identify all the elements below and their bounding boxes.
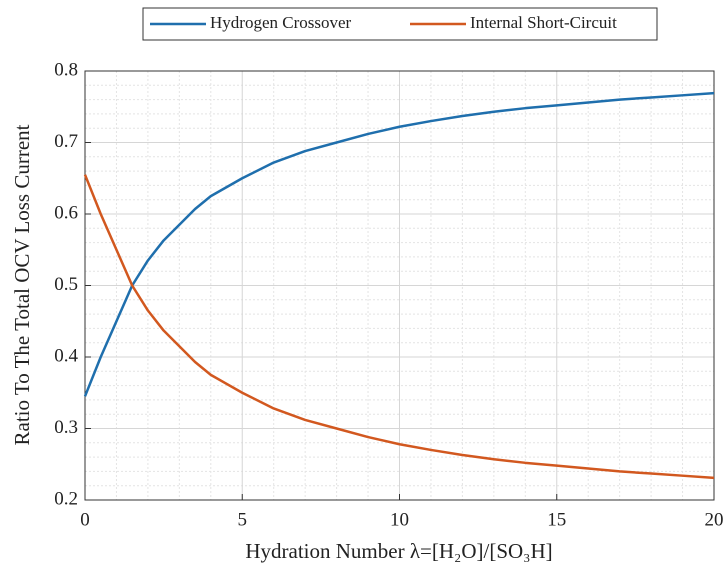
y-tick-label: 0.8 — [54, 59, 78, 80]
x-tick-label: 20 — [705, 509, 724, 530]
x-tick-label: 0 — [80, 509, 90, 530]
legend-label: Internal Short-Circuit — [470, 13, 617, 32]
y-tick-label: 0.5 — [54, 274, 78, 295]
legend-box — [142, 7, 658, 41]
y-tick-label: 0.6 — [54, 202, 78, 223]
x-tick-label: 15 — [547, 509, 566, 530]
y-tick-label: 0.4 — [54, 345, 78, 366]
x-axis-label: Hydration Number λ=[H₂O]/[SO₃H] — [245, 539, 552, 563]
line — [83, 174, 715, 480]
x-tick-label: 10 — [390, 509, 409, 530]
y-tick-label: 0.2 — [54, 488, 78, 509]
y-axis-label: Ratio To The Total OCV Loss Current — [10, 124, 34, 445]
y-tick-label: 0.3 — [54, 417, 78, 438]
x-tick-label: 5 — [238, 509, 248, 530]
line — [83, 91, 715, 397]
y-tick-label: 0.7 — [54, 131, 78, 152]
axes-box — [84, 70, 715, 501]
legend-label: Hydrogen Crossover — [210, 13, 352, 32]
